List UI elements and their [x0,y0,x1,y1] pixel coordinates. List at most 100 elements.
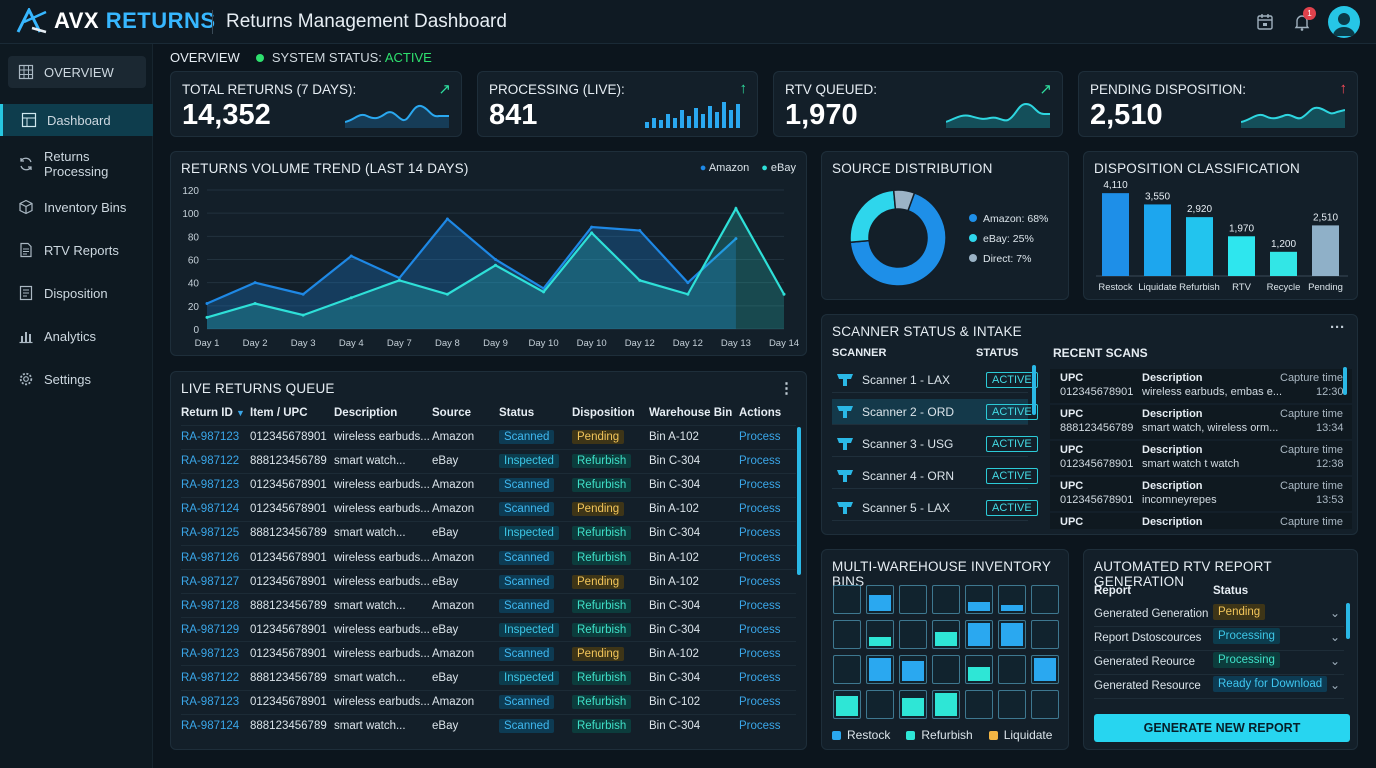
cell-process-link[interactable]: Process [739,665,796,691]
sidebar-item-analytics[interactable]: Analytics [8,320,153,352]
col-actions[interactable]: Actions [739,406,782,419]
cell-process-link[interactable]: Process [739,424,796,450]
cell-process-link[interactable]: Process [739,593,796,618]
trend-line-chart[interactable]: 0 20 40 60 80 100 120 Day 1 Day 2 Day 3 Day 4 Day 7… [171,152,808,357]
recent-scrollbar[interactable] [1343,367,1347,395]
table-row[interactable]: RA-987123 012345678901 wireless earbuds...… [181,424,796,450]
table-row[interactable]: RA-987123 012345678901 wireless earbuds...… [181,689,796,715]
inventory-bin[interactable] [1031,690,1059,719]
cell-return-id-link[interactable]: RA-987126 [181,544,250,570]
chevron-down-icon[interactable]: ⌄ [1330,630,1341,644]
cell-process-link[interactable]: Process [739,544,796,570]
brand-logo[interactable]: AVX RETURNS [16,8,216,34]
inventory-bin[interactable] [899,690,927,719]
kpi-processing-live[interactable]: PROCESSING (LIVE): 841 ↑ [477,71,758,137]
recent-scan-item[interactable]: UPC 012345678901 Description smart watch t … [1050,441,1352,475]
inventory-bin[interactable] [866,585,894,614]
cell-return-id-link[interactable]: RA-987124 [181,496,250,522]
rtv-scrollbar[interactable] [1346,603,1350,639]
cell-return-id-link[interactable]: RA-987123 [181,689,250,715]
inventory-bin[interactable] [965,690,993,719]
col-item-upc[interactable]: Item / UPC [250,406,308,419]
cell-process-link[interactable]: Process [739,617,796,642]
inventory-bin[interactable] [932,620,960,649]
table-row[interactable]: RA-987128 888123456789 smart watch... Amazo… [181,593,796,618]
more-horizontal-icon[interactable]: ··· [1330,319,1345,336]
scanner-row[interactable]: Scanner 3 - USG ACTIVE [832,431,1038,457]
sidebar-item-settings[interactable]: Settings [8,363,153,395]
source-donut-chart[interactable]: Amazon: 68% eBay: 25% Direct: 7% [822,152,1070,301]
inventory-bin[interactable] [965,585,993,614]
cell-return-id-link[interactable]: RA-987124 [181,713,250,739]
cell-return-id-link[interactable]: RA-987125 [181,520,250,546]
inventory-bin[interactable] [899,655,927,684]
cell-return-id-link[interactable]: RA-987127 [181,569,250,594]
inventory-bin[interactable] [998,655,1026,684]
cell-process-link[interactable]: Process [739,689,796,715]
calendar-icon[interactable] [1255,12,1275,32]
inventory-bin[interactable] [932,585,960,614]
recent-scan-item[interactable]: UPC 012345678901 Description wireless earbu… [1050,369,1352,403]
rtv-report-row[interactable]: Report Dstoscources Processing ⌄ [1094,627,1344,651]
sidebar-item-rtv-reports[interactable]: RTV Reports [8,234,153,266]
table-row[interactable]: RA-987123 012345678901 wireless earbuds...… [181,472,796,498]
chevron-down-icon[interactable]: ⌄ [1330,678,1341,692]
sidebar-item-overview[interactable]: OVERVIEW [8,56,146,88]
inventory-bin[interactable] [866,655,894,684]
scanner-row[interactable]: Scanner 4 - ORN ACTIVE [832,463,1038,489]
inventory-bin[interactable] [965,620,993,649]
chevron-down-icon[interactable]: ⌄ [1330,654,1341,668]
scanner-row[interactable]: Scanner 5 - LAX ACTIVE [832,495,1038,521]
cell-return-id-link[interactable]: RA-987123 [181,472,250,498]
recent-scan-item[interactable]: UPC Description Capture time [1050,513,1352,529]
inventory-bin[interactable] [833,690,861,719]
sidebar-item-inventory-bins[interactable]: Inventory Bins [8,191,153,223]
inventory-bin[interactable] [932,655,960,684]
col-return-id[interactable]: Return ID ▼ [181,406,245,419]
inventory-bin[interactable] [998,690,1026,719]
cell-process-link[interactable]: Process [739,569,796,594]
kpi-rtv-queued[interactable]: RTV QUEUED: 1,970 ↗ [773,71,1063,137]
sidebar-item-dashboard[interactable]: Dashboard [0,104,153,136]
table-row[interactable]: RA-987124 888123456789 smart watch... eBay S… [181,713,796,739]
inventory-bin[interactable] [932,690,960,719]
inventory-bin[interactable] [899,620,927,649]
table-row[interactable]: RA-987126 012345678901 wireless earbuds...… [181,544,796,570]
col-description[interactable]: Description [334,406,398,419]
avatar[interactable] [1328,6,1360,38]
cell-return-id-link[interactable]: RA-987129 [181,617,250,642]
table-row[interactable]: RA-987127 012345678901 wireless earbuds...… [181,569,796,594]
inventory-bin[interactable] [833,585,861,614]
cell-process-link[interactable]: Process [739,520,796,546]
cell-return-id-link[interactable]: RA-987128 [181,593,250,618]
inventory-bin[interactable] [998,585,1026,614]
cell-process-link[interactable]: Process [739,448,796,474]
cell-process-link[interactable]: Process [739,472,796,498]
inventory-bin[interactable] [866,620,894,649]
col-status[interactable]: Status [499,406,535,419]
cell-process-link[interactable]: Process [739,713,796,739]
table-row[interactable]: RA-987125 888123456789 smart watch... eBay I… [181,520,796,546]
cell-return-id-link[interactable]: RA-987122 [181,665,250,691]
recent-scan-item[interactable]: UPC 012345678901 Description incomneyrepes C… [1050,477,1352,511]
rtv-report-row[interactable]: Generated Resource Ready for Download ⌄ [1094,675,1344,699]
kpi-pending-disposition[interactable]: PENDING DISPOSITION: 2,510 ↑ [1078,71,1358,137]
inventory-bin[interactable] [899,585,927,614]
inventory-bin[interactable] [833,620,861,649]
scanner-row[interactable]: Scanner 1 - LAX ACTIVE [832,367,1038,393]
inventory-bin[interactable] [998,620,1026,649]
more-options-icon[interactable]: ⋮ [779,380,794,397]
inventory-bin[interactable] [1031,620,1059,649]
table-row[interactable]: RA-987122 888123456789 smart watch... eBay I… [181,665,796,691]
inventory-bin[interactable] [1031,585,1059,614]
cell-return-id-link[interactable]: RA-987123 [181,641,250,666]
scanner-scrollbar[interactable] [1032,365,1036,415]
recent-scan-item[interactable]: UPC 888123456789 Description smart watch, w… [1050,405,1352,439]
table-row[interactable]: RA-987129 012345678901 wireless earbuds...… [181,617,796,642]
col-warehouse-bin[interactable]: Warehouse Bin [649,406,733,419]
table-row[interactable]: RA-987124 012345678901 wireless earbuds...… [181,496,796,522]
col-source[interactable]: Source [432,406,471,419]
cell-return-id-link[interactable]: RA-987122 [181,448,250,474]
col-disposition[interactable]: Disposition [572,406,635,419]
kpi-total-returns[interactable]: TOTAL RETURNS (7 DAYS): 14,352 ↗ [170,71,462,137]
